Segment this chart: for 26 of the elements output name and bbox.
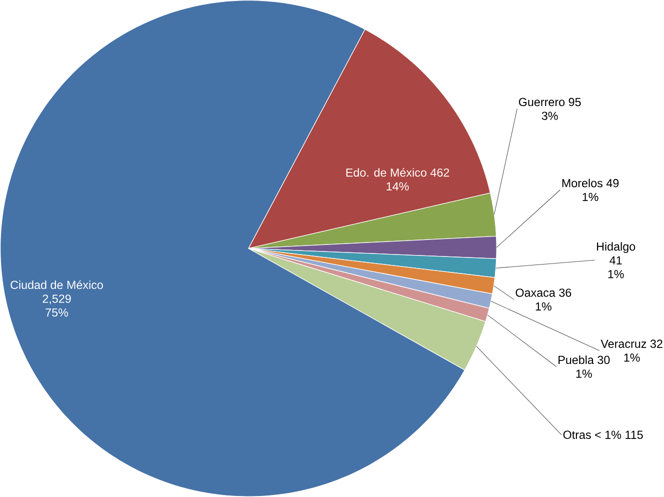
text: 1% <box>582 192 598 202</box>
data-label: 30 <box>598 356 610 364</box>
slice-label: Otras < 1% <box>563 430 622 439</box>
text: 75% <box>46 308 68 317</box>
text: 1% <box>576 370 592 378</box>
text: 14% <box>386 182 409 191</box>
text: 1% <box>624 354 640 362</box>
text: 3% <box>542 112 558 120</box>
data-label: 36 <box>559 288 572 297</box>
slice-label: Hidalgo <box>597 242 636 254</box>
slice-label: Edo. de México <box>346 168 426 177</box>
text: 1% <box>608 270 624 278</box>
slice-label: Morelos <box>562 178 602 188</box>
data-label: 95 <box>568 98 581 106</box>
slice-label: Veracruz <box>600 340 646 348</box>
data-label: 462 <box>430 168 450 177</box>
data-label: 41 <box>610 256 622 264</box>
slice-label: Puebla <box>558 356 594 364</box>
slice-label: Ciudad de México <box>10 280 103 290</box>
data-label: 2,529 <box>42 294 71 304</box>
slice-label: Guerrero <box>518 98 565 106</box>
slice-label: Oaxaca <box>516 288 556 297</box>
data-label: 115 <box>626 430 643 439</box>
text: 1% <box>536 302 552 311</box>
data-label: 32 <box>650 340 662 348</box>
data-label: 49 <box>606 179 619 188</box>
